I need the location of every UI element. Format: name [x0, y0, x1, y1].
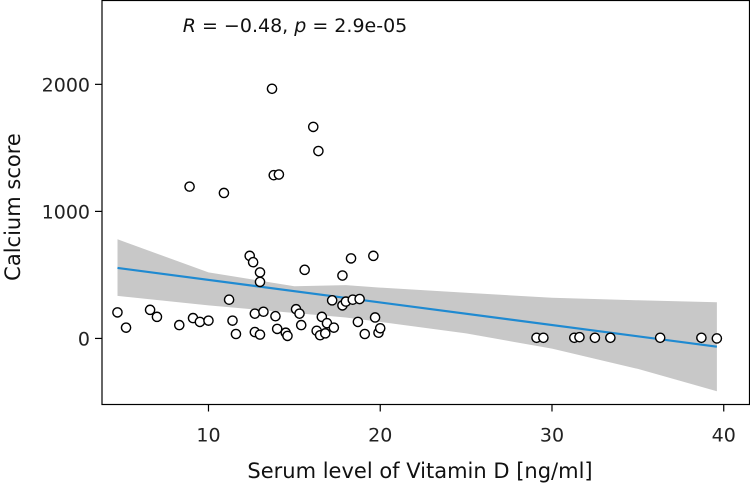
data-point: [696, 332, 707, 344]
annotation-p-label: p: [293, 15, 306, 37]
data-point: [538, 332, 549, 344]
data-point: [120, 322, 132, 333]
data-point: [249, 308, 261, 319]
data-point: [319, 328, 331, 339]
data-point: [352, 316, 364, 328]
data-point: [589, 332, 601, 344]
data-point: [294, 308, 305, 319]
correlation-annotation: R = −0.48, p = 2.9e-05: [183, 15, 408, 37]
x-axis-title: Serum level of Vitamin D [ng/ml]: [247, 459, 592, 483]
data-point: [368, 250, 379, 262]
data-point: [326, 295, 338, 306]
data-point: [144, 304, 156, 316]
data-point: [345, 253, 357, 264]
annotation-p-value: = 2.9e-05: [306, 15, 407, 37]
data-point: [307, 121, 319, 133]
data-point: [112, 307, 123, 318]
x-axis-ticks: 10 20 30 40: [196, 404, 736, 447]
x-tick-label: 20: [368, 425, 392, 447]
data-point: [273, 169, 285, 180]
data-point: [254, 267, 266, 278]
data-points: [112, 83, 723, 344]
data-point: [218, 187, 230, 199]
data-point: [254, 276, 266, 288]
y-axis-title: Calcium score: [1, 133, 25, 281]
data-point: [574, 331, 585, 343]
x-tick-label: 10: [196, 425, 220, 447]
data-point: [254, 329, 266, 340]
data-point: [270, 310, 281, 322]
data-point: [282, 330, 293, 342]
data-point: [328, 322, 340, 333]
x-tick-label: 40: [712, 425, 736, 447]
data-point: [374, 322, 386, 334]
regression-line-layer: [117, 266, 718, 348]
data-point: [151, 311, 163, 323]
y-tick-label: 1000: [42, 201, 90, 223]
data-point: [605, 332, 616, 344]
regression-line: [117, 266, 718, 348]
data-point: [295, 319, 307, 331]
data-point: [711, 333, 723, 344]
data-point: [230, 328, 242, 340]
data-point: [337, 270, 348, 281]
data-point: [271, 323, 283, 335]
y-tick-label: 2000: [42, 74, 90, 96]
data-point: [247, 256, 259, 268]
x-tick-label: 30: [540, 425, 564, 447]
data-point: [227, 315, 238, 326]
data-point: [369, 312, 381, 323]
annotation-r-value: = −0.48,: [196, 15, 294, 37]
data-point: [194, 316, 206, 328]
data-point: [299, 264, 310, 276]
data-point: [313, 145, 324, 157]
data-point: [203, 315, 214, 326]
data-point: [184, 181, 195, 192]
confidence-band-layer: [117, 239, 717, 392]
confidence-band: [117, 239, 717, 392]
annotation-r-label: R: [183, 15, 196, 37]
data-point: [266, 83, 278, 95]
data-point: [654, 332, 666, 344]
y-tick-label: 0: [78, 328, 90, 350]
data-point: [223, 294, 235, 305]
data-point: [359, 328, 371, 340]
y-axis-ticks: 0 1000 2000: [42, 74, 102, 350]
data-point: [258, 306, 269, 318]
data-point: [173, 319, 185, 331]
data-point: [354, 293, 365, 305]
